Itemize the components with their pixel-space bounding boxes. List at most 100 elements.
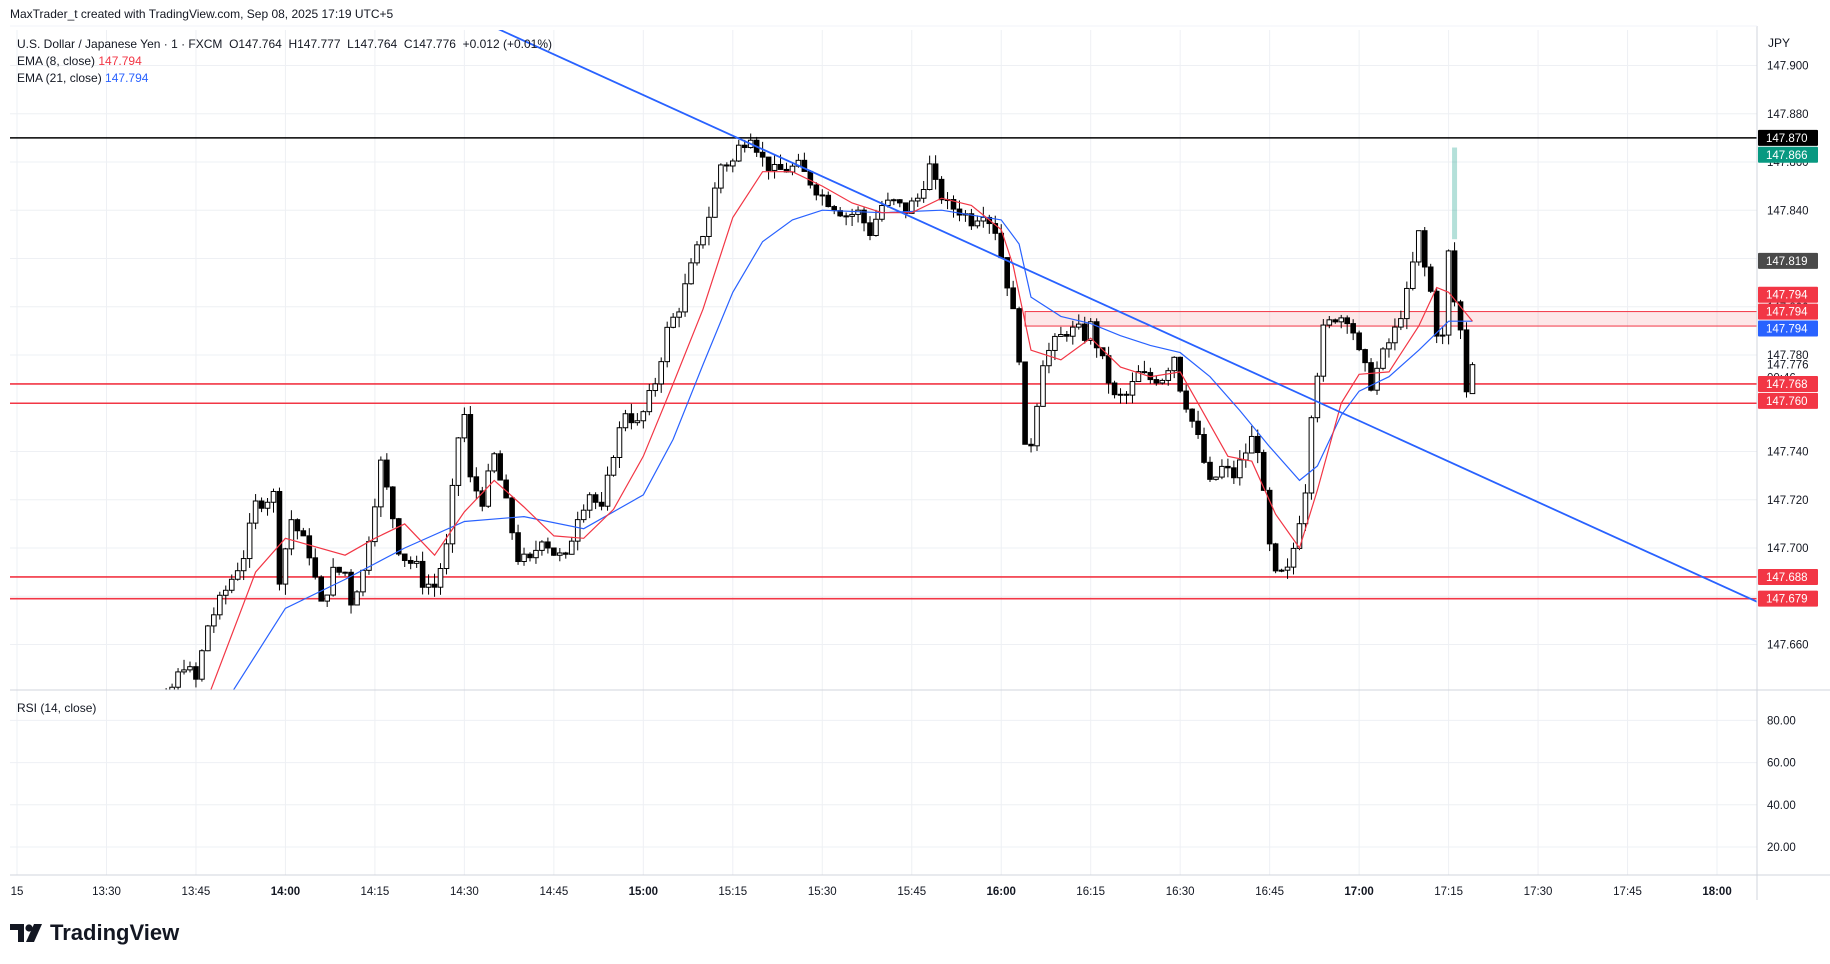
candle-body xyxy=(562,552,569,555)
candle-body xyxy=(658,361,665,385)
supply-zone xyxy=(1024,311,1757,327)
candle xyxy=(282,547,289,595)
trendline xyxy=(498,30,1757,603)
price-tag: 147.760 xyxy=(1758,392,1818,409)
candle-body xyxy=(205,625,211,652)
current-price-label: 147.776 xyxy=(1767,360,1809,372)
candle xyxy=(252,494,259,530)
price-tag-label: 147.760 xyxy=(1766,396,1808,408)
rsi-grid xyxy=(10,719,1757,848)
ema21-legend[interactable]: EMA (21, close) 147.794 xyxy=(17,70,552,87)
candle-body xyxy=(938,178,945,201)
candle-body xyxy=(1451,250,1458,303)
candle xyxy=(1320,319,1327,382)
time-tick-label: 14:30 xyxy=(450,886,479,898)
candle-body xyxy=(1350,323,1356,334)
ema21-line xyxy=(232,209,1473,690)
candle-body xyxy=(1004,257,1010,289)
candle-body xyxy=(1028,443,1034,447)
candle-body xyxy=(169,686,175,690)
candle-body xyxy=(849,213,855,217)
candle xyxy=(718,163,724,194)
candle-body xyxy=(1052,335,1058,351)
candle-body xyxy=(1356,332,1362,351)
price-tick-label: 147.840 xyxy=(1767,205,1809,217)
candle-body xyxy=(771,163,778,171)
candle-body xyxy=(1165,370,1172,381)
candle-body xyxy=(294,519,301,532)
candle xyxy=(1034,403,1040,451)
brand[interactable]: TradingView xyxy=(10,920,179,946)
price-tag-bg xyxy=(1758,252,1818,269)
candle xyxy=(545,537,551,554)
candle xyxy=(449,478,456,553)
candle-body xyxy=(1183,390,1189,410)
rsi-label[interactable]: RSI (14, close) xyxy=(17,701,97,715)
price-tag: 147.866 xyxy=(1758,146,1818,163)
candle-body xyxy=(1439,334,1446,337)
candle xyxy=(628,403,635,430)
time-axis[interactable]: 15 13:30 13:45 14:00 14:15 14:30 14:45 15:00 15:… xyxy=(11,886,1732,898)
time-tick-label: 14:00 xyxy=(271,886,300,898)
candle xyxy=(897,198,903,208)
trendline-group[interactable] xyxy=(441,3,1777,611)
candle xyxy=(222,585,229,605)
price-tag-bg xyxy=(1758,129,1818,146)
ema21-value: 147.794 xyxy=(105,71,149,85)
candle xyxy=(735,139,742,163)
candle-body xyxy=(264,501,271,509)
candle xyxy=(116,700,121,717)
candle-body xyxy=(372,506,378,543)
candle-body xyxy=(735,144,742,162)
currency-label[interactable]: JPY xyxy=(1768,36,1791,50)
candle-body xyxy=(664,326,670,363)
candle-body xyxy=(1081,323,1088,341)
candle xyxy=(455,437,462,496)
candle-body xyxy=(1219,465,1225,478)
candle xyxy=(837,207,843,217)
candle xyxy=(682,273,688,317)
candle xyxy=(664,321,670,368)
legend: U.S. Dollar / Japanese Yen · 1 · FXCM O1… xyxy=(17,36,552,87)
candle-body xyxy=(998,232,1005,259)
time-tick-label: 18:00 xyxy=(1702,886,1731,898)
candle-body xyxy=(676,311,682,318)
candle-body xyxy=(730,160,736,167)
candle-body xyxy=(1070,326,1076,337)
candle xyxy=(1338,314,1345,329)
candle xyxy=(938,176,945,204)
candle xyxy=(1326,316,1333,329)
candle-body xyxy=(217,594,223,616)
candle-body xyxy=(1332,319,1339,323)
candle xyxy=(759,141,766,167)
ema8-legend[interactable]: EMA (8, close) 147.794 xyxy=(17,53,552,70)
candle xyxy=(389,486,396,529)
candle xyxy=(294,518,301,540)
candle-body xyxy=(455,437,462,486)
candle-body xyxy=(384,459,390,488)
candle xyxy=(1153,375,1160,386)
candle xyxy=(479,486,486,512)
candle xyxy=(134,695,139,707)
candle xyxy=(640,410,647,429)
candle-body xyxy=(622,413,629,429)
zones xyxy=(1024,311,1757,327)
candle xyxy=(1189,408,1195,428)
candle-body xyxy=(1189,408,1195,422)
candle xyxy=(217,591,223,620)
price-tag: 147.794 xyxy=(1758,320,1818,337)
candle-body xyxy=(467,414,474,478)
symbol-legend[interactable]: U.S. Dollar / Japanese Yen · 1 · FXCM O1… xyxy=(17,36,552,53)
candle xyxy=(1272,542,1279,574)
candle xyxy=(1398,310,1404,331)
candle-body xyxy=(652,383,659,392)
candle xyxy=(867,216,873,241)
candle-body xyxy=(110,706,115,708)
time-tick-label: 15:00 xyxy=(629,886,658,898)
candle xyxy=(765,156,772,180)
price-tag-label: 147.794 xyxy=(1766,323,1808,335)
price-tick-label: 147.720 xyxy=(1767,495,1809,507)
candle-body xyxy=(300,530,307,537)
candle-body xyxy=(1046,349,1052,367)
